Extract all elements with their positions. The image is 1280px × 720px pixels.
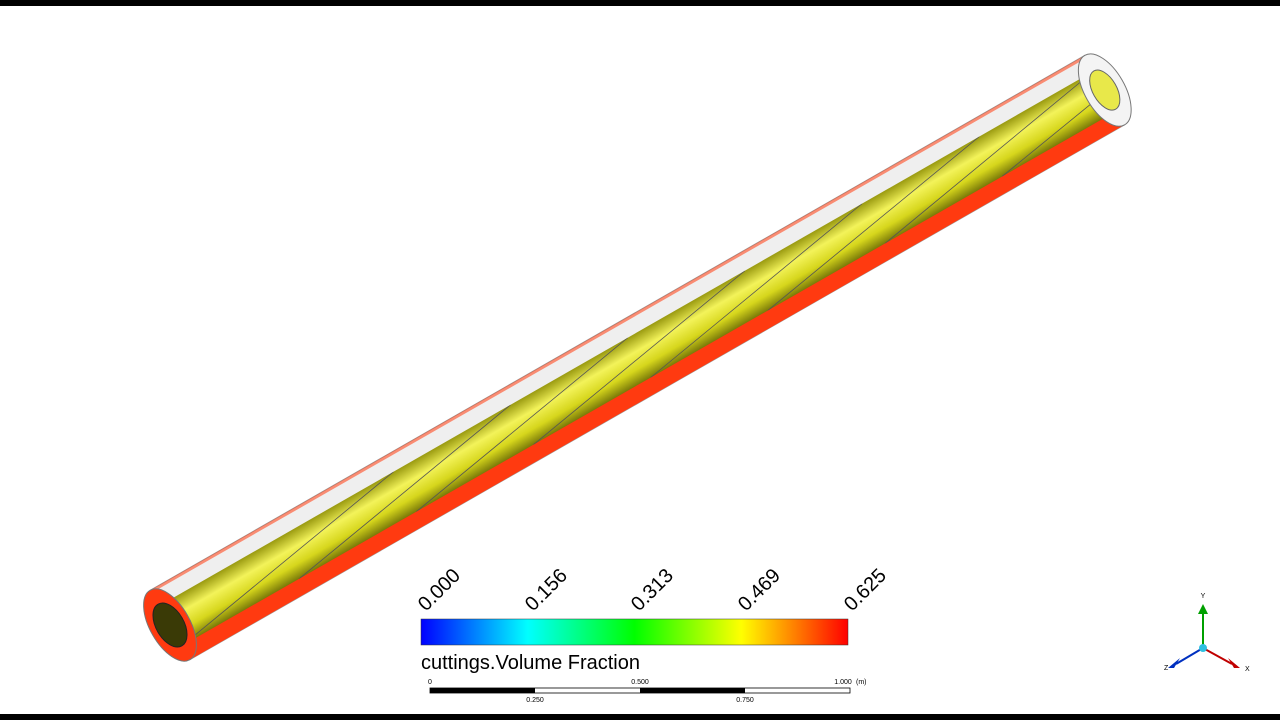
legend-tick-label: 0.000 xyxy=(414,565,465,616)
bottom-bar xyxy=(0,714,1280,720)
scale-unit: (m) xyxy=(856,679,867,686)
x-axis-arrow xyxy=(1202,647,1233,665)
z-arrow-head xyxy=(1168,658,1180,668)
legend-tick-label: 0.469 xyxy=(734,565,785,616)
legend-title: cuttings.Volume Fraction xyxy=(421,652,640,674)
scale-label: 0 xyxy=(428,679,432,686)
scale-label: 1.000 xyxy=(834,679,852,686)
axis-label: Z xyxy=(1164,665,1169,672)
drill-end xyxy=(1089,69,1121,111)
x-arrow-head xyxy=(1228,658,1240,668)
helix xyxy=(181,70,1107,646)
y-arrow-head xyxy=(1198,604,1208,614)
cuttings-bed xyxy=(180,109,1125,660)
scale-label: 0.750 xyxy=(736,697,754,704)
axis-label: Y xyxy=(1201,593,1206,600)
z-axis-arrow xyxy=(1175,647,1204,665)
scale-label: 0.250 xyxy=(526,697,544,704)
colorbar xyxy=(420,618,849,646)
drill-end xyxy=(152,602,188,648)
scale-label: 0.500 xyxy=(631,679,649,686)
axis-label: X xyxy=(1245,666,1250,673)
pipe-model xyxy=(143,53,1132,662)
legend-tick-label: 0.313 xyxy=(627,565,678,616)
legend-tick-label: 0.156 xyxy=(521,565,572,616)
scale-segment xyxy=(430,688,535,693)
legend: 0.000 0.156 0.313 0.469 0.625 cuttings.V… xyxy=(414,565,891,674)
axis-triad: Y Z X xyxy=(1164,593,1250,673)
scale-bar: 0 0.500 1.000 (m) 0.250 0.750 xyxy=(428,679,866,704)
cuttings-top xyxy=(150,55,1087,593)
scale-segment xyxy=(640,688,745,693)
legend-tick-label: 0.625 xyxy=(840,565,891,616)
top-bar xyxy=(0,0,1280,6)
triad-origin xyxy=(1199,644,1207,652)
